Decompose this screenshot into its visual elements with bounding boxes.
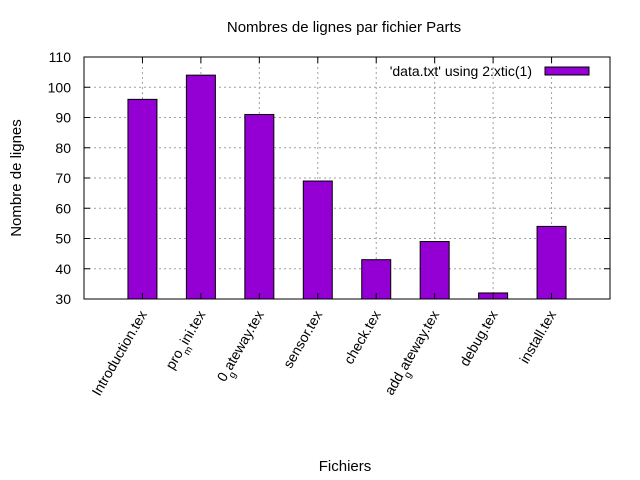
y-tick-label: 60 (55, 200, 71, 216)
ticks-layer: 30 40 50 60 70 80 90 100 110 (48, 49, 610, 307)
legend: 'data.txt' using 2:xtic(1) (390, 63, 590, 79)
bar (127, 98, 158, 300)
x-tick-label: sensor.tex (280, 308, 326, 371)
bar (302, 180, 333, 300)
x-tick-label: Introduction.tex (88, 308, 150, 399)
bar (419, 241, 450, 300)
x-tick-label: 0gateway.tex (213, 308, 271, 387)
bar (361, 259, 392, 300)
bar (244, 113, 275, 300)
x-tick-label: debug.tex (456, 307, 501, 368)
x-tick-label: addgateway.tex (381, 307, 447, 400)
grid-layer (84, 57, 610, 299)
bars-layer (127, 74, 567, 300)
legend-label: 'data.txt' using 2:xtic(1) (390, 63, 532, 79)
legend-swatch (544, 66, 590, 76)
y-tick-label: 100 (48, 79, 72, 95)
bar (185, 74, 216, 300)
x-tick-label: check.tex (340, 308, 383, 367)
y-tick-label: 30 (55, 291, 71, 307)
y-tick-label: 80 (55, 140, 71, 156)
chart-title: Nombres de lignes par fichier Parts (227, 19, 461, 36)
x-axis-label: Fichiers (319, 458, 372, 475)
x-tick-label: promini.tex (162, 308, 213, 375)
bar (536, 225, 567, 300)
y-tick-label: 70 (55, 170, 71, 186)
y-axis-label: Nombre de lignes (8, 119, 25, 237)
x-tick-label: install.tex (516, 308, 559, 367)
y-tick-label: 50 (55, 231, 71, 247)
plot-frame (83, 56, 611, 300)
y-tick-label: 90 (55, 110, 71, 126)
y-tick-label: 40 (55, 261, 71, 277)
y-tick-label: 110 (49, 49, 72, 65)
